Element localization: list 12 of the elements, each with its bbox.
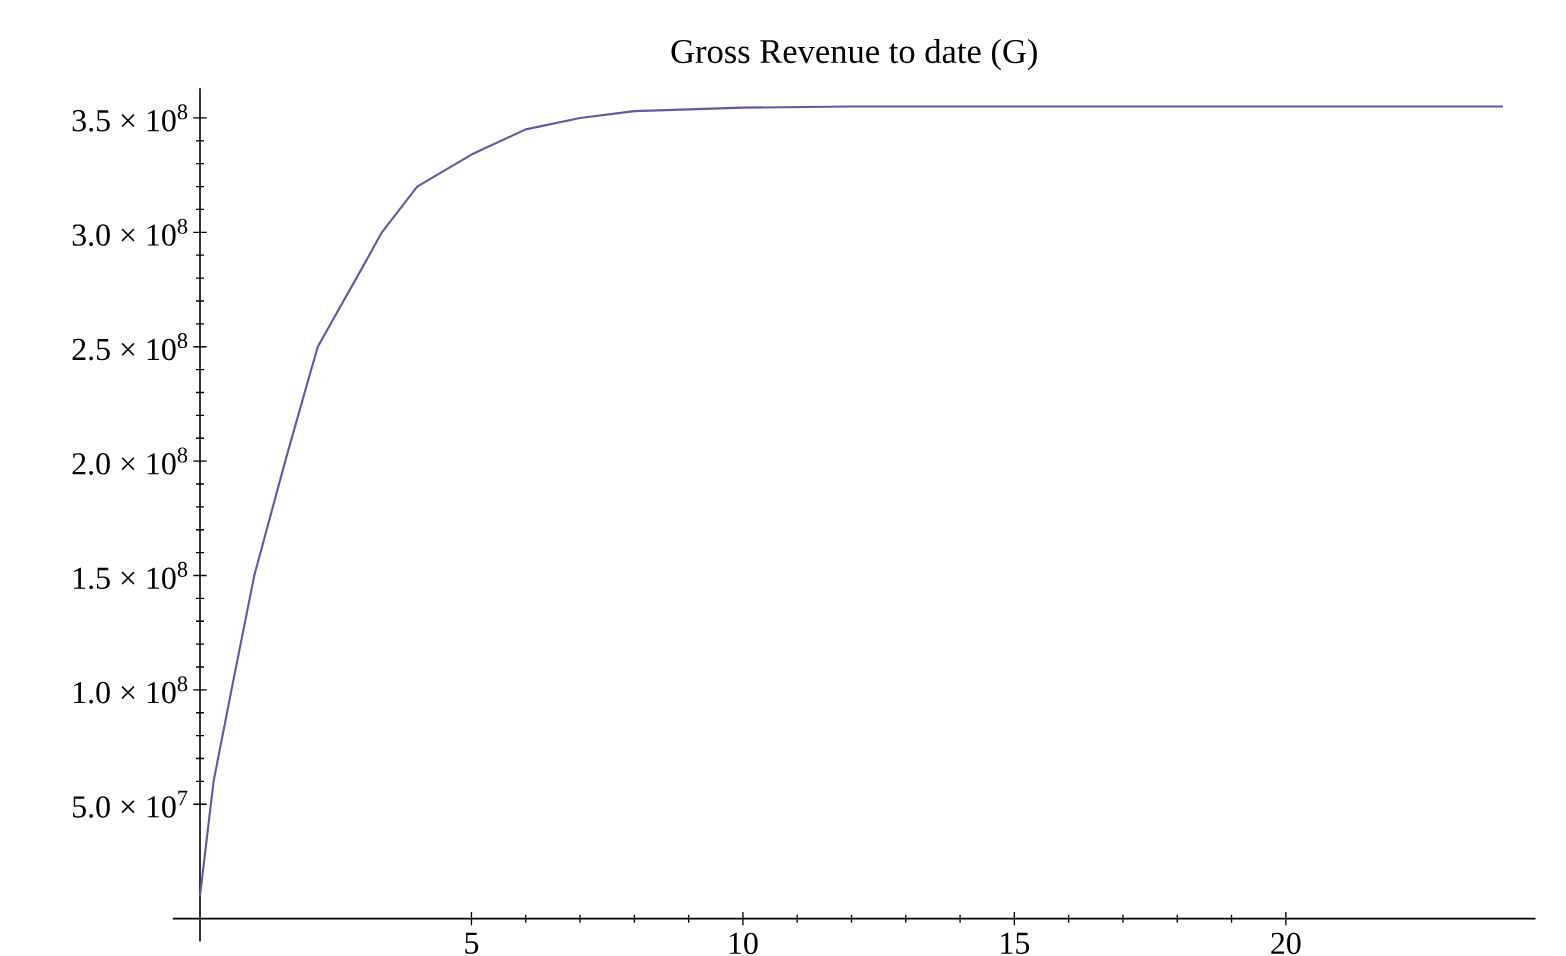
y-tick-label: 2.0 × 10$^{8}$ [72, 447, 188, 475]
y-tick-label: 3.0 × 10$^{8}$ [72, 218, 188, 246]
x-tick-label: 20 [1271, 932, 1301, 955]
x-tick-label: 5 [465, 932, 479, 954]
y-tick-label: 2.5 × 10$^{8}$ [72, 333, 188, 361]
chart-title: Gross Revenue to date (G) [671, 38, 1037, 71]
y-tick-label: 1.0 × 10$^{8}$ [73, 676, 188, 704]
x-tick-label: 15 [1001, 932, 1030, 955]
y-tick-label: 1.5 × 10$^{8}$ [73, 561, 188, 590]
y-tick-label: 3.5 × 10$^{8}$ [72, 104, 188, 132]
y-tick-label: 5.0 × 10$^{7}$ [73, 790, 188, 818]
x-tick-label: 10 [729, 932, 758, 955]
